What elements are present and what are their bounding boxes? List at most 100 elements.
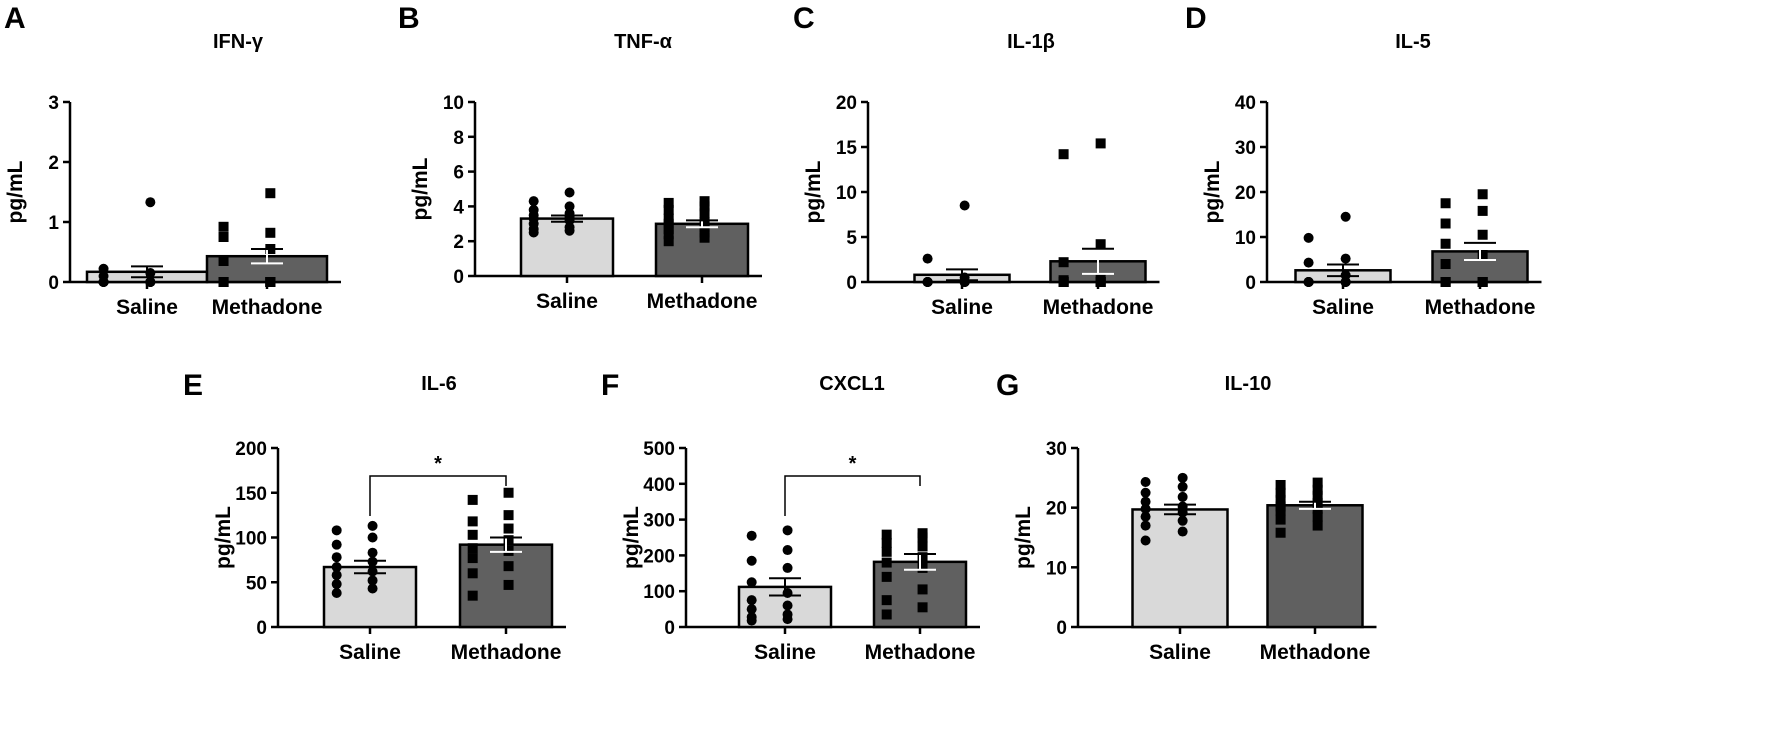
data-point-methadone	[1477, 277, 1488, 287]
data-point-methadone	[663, 197, 674, 208]
data-point-methadone	[699, 232, 710, 243]
data-point-methadone	[467, 553, 478, 564]
data-point-saline	[145, 277, 156, 287]
data-point-methadone	[1440, 277, 1451, 287]
data-point-methadone	[218, 221, 229, 232]
y-tick-label: 30	[1046, 439, 1067, 460]
data-point-methadone	[503, 487, 514, 498]
data-point-saline	[1177, 481, 1188, 492]
data-point-saline	[1140, 487, 1151, 498]
y-tick-label: 0	[1056, 618, 1067, 639]
data-point-methadone	[663, 229, 674, 240]
data-point-methadone	[1440, 238, 1451, 249]
data-point-saline	[98, 271, 109, 281]
y-tick-label: 150	[235, 484, 267, 505]
x-tick-label-saline: Saline	[536, 290, 598, 313]
y-tick-label: 0	[453, 267, 464, 288]
y-tick-label: 400	[643, 475, 675, 496]
data-point-methadone	[917, 562, 928, 573]
data-point-methadone	[265, 227, 276, 238]
data-point-methadone	[1058, 149, 1069, 160]
data-point-saline	[331, 579, 342, 590]
data-point-methadone	[881, 529, 892, 540]
data-point-saline	[367, 547, 378, 558]
data-point-saline	[1140, 535, 1151, 546]
data-point-saline	[331, 587, 342, 598]
data-point-methadone	[265, 188, 276, 199]
data-point-methadone	[663, 218, 674, 229]
significance-star: *	[434, 453, 442, 475]
y-axis-label: pg/mL	[620, 506, 643, 569]
y-tick-label: 40	[1235, 93, 1256, 114]
y-tick-label: 2	[48, 153, 59, 174]
y-tick-label: 6	[453, 163, 464, 184]
data-point-methadone	[467, 529, 478, 540]
data-point-methadone	[917, 584, 928, 595]
y-axis-label: pg/mL	[4, 160, 27, 223]
x-tick-label-methadone: Methadone	[647, 290, 758, 313]
data-point-methadone	[881, 537, 892, 548]
data-point-saline	[746, 577, 757, 588]
y-axis-label: pg/mL	[409, 157, 432, 220]
data-point-methadone	[503, 579, 514, 590]
chart-title: CXCL1	[819, 373, 885, 395]
y-tick-label: 15	[836, 138, 858, 159]
data-point-saline	[922, 277, 933, 287]
y-tick-label: 10	[1235, 228, 1256, 249]
data-point-saline	[1340, 211, 1351, 222]
panel-a: A IFN-γ pg/mL 0 1 2 3 Saline Methadone	[4, 2, 341, 319]
x-tick-label-methadone: Methadone	[1425, 296, 1536, 319]
data-point-methadone	[503, 510, 514, 521]
data-point-methadone	[503, 535, 514, 546]
data-point-methadone	[467, 516, 478, 527]
data-point-saline	[1140, 511, 1151, 522]
data-point-saline	[528, 196, 539, 207]
panel-letter: G	[996, 369, 1019, 402]
data-point-saline	[1177, 472, 1188, 483]
data-point-saline	[782, 525, 793, 536]
chart-title: IL-1β	[1007, 31, 1055, 53]
significance-bracket	[784, 475, 921, 516]
data-point-methadone	[1275, 527, 1286, 538]
data-point-methadone	[218, 232, 229, 242]
data-point-methadone	[663, 236, 674, 247]
y-tick-label: 10	[836, 183, 857, 204]
y-tick-label: 4	[453, 197, 464, 218]
data-point-methadone	[467, 543, 478, 554]
data-point-saline	[1303, 257, 1314, 268]
data-point-methadone	[1275, 479, 1286, 490]
y-tick-label: 5	[846, 228, 857, 249]
data-point-methadone	[1095, 273, 1106, 284]
data-point-methadone	[881, 571, 892, 582]
panel-letter: A	[4, 2, 26, 35]
data-point-methadone	[699, 227, 710, 238]
data-point-saline	[1140, 477, 1151, 488]
panel-letter: D	[1185, 2, 1207, 35]
x-tick-label-saline: Saline	[339, 641, 401, 664]
y-tick-label: 300	[643, 511, 675, 532]
y-tick-label: 8	[453, 128, 464, 149]
y-tick-label: 0	[846, 273, 857, 294]
panel-letter: F	[601, 369, 619, 402]
panel-letter: C	[793, 2, 815, 35]
y-tick-label: 20	[1046, 499, 1067, 520]
data-point-saline	[98, 263, 109, 274]
data-point-methadone	[1312, 520, 1323, 531]
data-point-saline	[367, 520, 378, 531]
data-point-saline	[1177, 526, 1188, 537]
data-point-saline	[367, 575, 378, 586]
data-point-methadone	[1275, 494, 1286, 505]
data-point-saline	[331, 562, 342, 573]
y-tick-label: 500	[643, 439, 675, 460]
data-point-saline	[746, 611, 757, 622]
data-point-saline	[564, 187, 575, 198]
data-point-saline	[145, 197, 156, 208]
data-point-saline	[1303, 277, 1314, 287]
data-point-methadone	[663, 224, 674, 235]
data-point-saline	[564, 222, 575, 233]
data-point-methadone	[1058, 275, 1069, 286]
data-point-methadone	[1440, 218, 1451, 229]
chart-title: IL-10	[1225, 373, 1272, 395]
panel-letter: E	[183, 369, 203, 402]
